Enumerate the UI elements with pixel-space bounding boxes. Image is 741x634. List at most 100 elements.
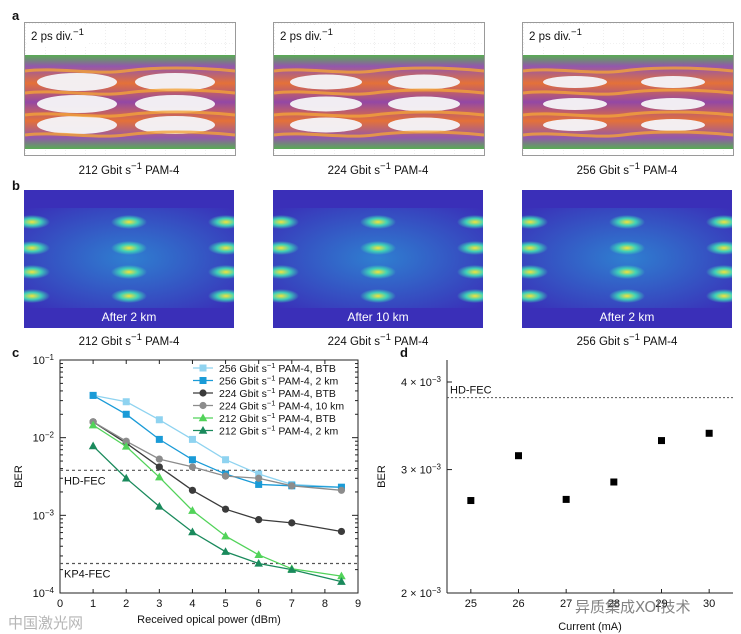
sim-eye-212 — [24, 190, 234, 328]
y-tick-label: 10−3 — [33, 508, 55, 522]
legend-marker — [198, 413, 208, 422]
y-tick-label: 10−2 — [33, 431, 55, 445]
x-tick-label: 2 — [123, 598, 129, 610]
fec-threshold-label: HD-FEC — [64, 475, 106, 487]
data-point — [255, 480, 263, 488]
data-point — [705, 429, 713, 437]
data-point — [122, 437, 130, 445]
data-point — [287, 565, 297, 573]
data-point — [288, 482, 296, 490]
data-point — [89, 391, 97, 399]
series-line — [92, 424, 342, 577]
eye-caption-224: 224 Gbit s−1 PAM-4 — [327, 161, 429, 177]
x-tick-label: 27 — [560, 598, 572, 610]
fec-threshold-label: KP4-FEC — [64, 568, 111, 580]
y-axis-title: BER — [376, 465, 388, 488]
time-scale-label: 2 ps div.−1 — [28, 25, 87, 45]
data-point — [122, 398, 130, 406]
data-point — [155, 472, 164, 481]
x-tick-label: 4 — [189, 598, 195, 610]
data-point — [155, 416, 163, 424]
sim-caption-224: 224 Gbit s−1 PAM-4 — [327, 332, 429, 348]
data-point — [221, 531, 230, 540]
time-scale-label: 2 ps div.−1 — [277, 25, 336, 45]
legend-marker — [199, 377, 207, 384]
series-line — [92, 421, 342, 491]
data-point — [188, 506, 197, 514]
eye-diagram-224: 2 ps div.−1 — [273, 22, 485, 156]
eye-caption-212: 212 Gbit s−1 PAM-4 — [78, 161, 180, 177]
x-tick-label: 28 — [608, 598, 620, 610]
x-tick-label: 8 — [322, 598, 328, 610]
series-line — [92, 421, 342, 533]
x-tick-label: 9 — [355, 598, 361, 610]
data-point — [255, 474, 263, 482]
data-point — [221, 505, 230, 513]
x-tick-label: 6 — [256, 598, 262, 610]
x-tick-label: 5 — [222, 598, 228, 610]
distance-label: After 2 km — [599, 310, 655, 324]
y-tick-label: 10−1 — [33, 353, 55, 367]
panel-label-b: b — [12, 178, 20, 193]
legend-label: 256 Gbit s−1 PAM-4, BTB — [219, 361, 336, 375]
data-point — [122, 410, 130, 418]
x-axis-title: Current (mA) — [558, 621, 622, 633]
data-point — [221, 472, 230, 480]
plot-frame — [59, 359, 359, 594]
data-point — [121, 473, 131, 482]
y-tick-label: 4 × 10−3 — [401, 375, 442, 389]
legend-label: 224 Gbit s−1 PAM-4, 10 km — [219, 399, 344, 413]
data-point — [254, 550, 263, 559]
x-tick-label: 26 — [512, 598, 524, 610]
data-point — [255, 470, 263, 478]
legend-label: 224 Gbit s−1 PAM-4, BTB — [219, 386, 336, 400]
data-point — [155, 501, 164, 510]
data-point — [562, 495, 570, 503]
data-point — [188, 435, 196, 443]
sim-caption-256: 256 Gbit s−1 PAM-4 — [576, 332, 678, 348]
eye-diagram-212: 2 ps div.−1 — [24, 22, 236, 156]
data-point — [255, 516, 263, 524]
distance-label: After 10 km — [347, 310, 409, 324]
legend-marker — [198, 426, 208, 434]
distance-label: After 2 km — [101, 310, 157, 324]
watermark-left: 中国激光网 — [8, 614, 84, 632]
eye-diagram-256: 2 ps div.−1 — [522, 22, 734, 156]
data-point — [155, 435, 163, 443]
y-tick-label: 2 × 10−3 — [401, 586, 442, 600]
x-tick-label: 7 — [289, 598, 295, 610]
x-tick-label: 0 — [57, 598, 63, 610]
x-tick-label: 25 — [465, 598, 477, 610]
legend-marker — [199, 364, 207, 372]
data-point — [155, 463, 163, 471]
panel-label-c: c — [12, 345, 20, 360]
data-point — [337, 577, 346, 585]
sim-eye-224 — [273, 190, 483, 328]
y-tick-label: 10−4 — [33, 586, 55, 600]
y-axis-title: BER — [13, 465, 25, 488]
data-point — [254, 558, 263, 567]
legend-marker — [199, 389, 207, 397]
data-point — [121, 441, 131, 450]
data-point — [658, 437, 665, 445]
data-point — [188, 463, 197, 471]
sim-caption-212: 212 Gbit s−1 PAM-4 — [78, 332, 180, 348]
data-point — [337, 527, 346, 536]
data-point — [337, 571, 346, 580]
x-tick-label: 30 — [703, 598, 715, 610]
data-point — [88, 441, 98, 450]
series-line — [92, 394, 342, 488]
data-point — [221, 547, 230, 555]
panel-label-d: d — [400, 345, 408, 360]
legend-label: 256 Gbit s−1 PAM-4, 2 km — [219, 374, 339, 388]
eye-caption-256: 256 Gbit s−1 PAM-4 — [576, 161, 678, 177]
x-axis-title: Received opical power (dBm) — [137, 614, 281, 626]
data-point — [188, 486, 197, 494]
data-point — [222, 456, 230, 464]
x-tick-label: 1 — [90, 598, 96, 610]
time-scale-label: 2 ps div.−1 — [526, 25, 585, 45]
data-point — [155, 455, 163, 463]
data-point — [188, 527, 197, 536]
